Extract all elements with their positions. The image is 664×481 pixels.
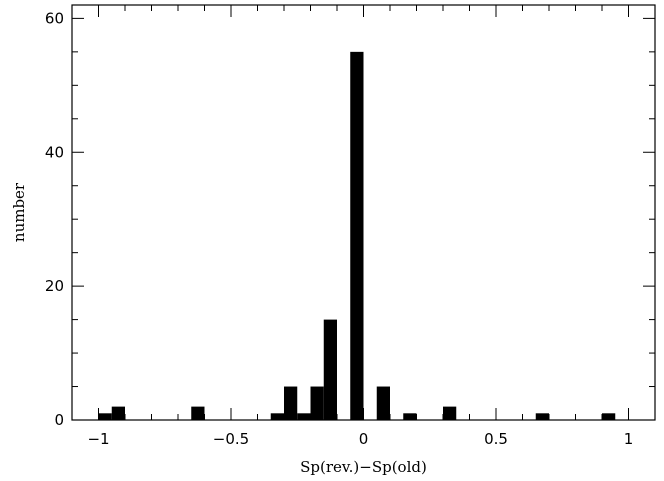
histogram-bar [310,386,324,420]
axis-ticks [72,5,655,421]
histogram-bar [191,406,205,420]
histogram-bar [602,413,616,420]
y-tick-label: 40 [45,143,64,161]
histogram-bar [376,386,390,420]
histogram-bars [98,51,616,421]
histogram-bar [403,413,417,420]
y-tick-label: 0 [54,411,64,429]
histogram-bar [297,413,311,420]
histogram-bar [111,406,125,420]
x-tick-label: 1 [624,430,634,448]
y-axis-label: number [10,182,28,242]
y-tick-label: 60 [45,9,64,27]
histogram-bar [535,413,549,420]
y-tick-labels: 0 20 40 60 [45,9,64,429]
histogram-bar [443,406,457,420]
histogram-bar [270,413,284,420]
histogram-bar [98,413,112,420]
y-tick-label: 20 [45,277,64,295]
x-tick-label: −1 [87,430,109,448]
x-tick-label: −0.5 [213,430,249,448]
x-tick-label: 0.5 [484,430,508,448]
x-tick-labels: −1 −0.5 0 0.5 1 [87,430,633,448]
histogram-bar [284,386,298,420]
histogram-bar [350,51,364,421]
histogram-bar [323,319,337,420]
x-axis-label: Sp(rev.)−Sp(old) [300,458,427,476]
x-tick-label: 0 [359,430,369,448]
